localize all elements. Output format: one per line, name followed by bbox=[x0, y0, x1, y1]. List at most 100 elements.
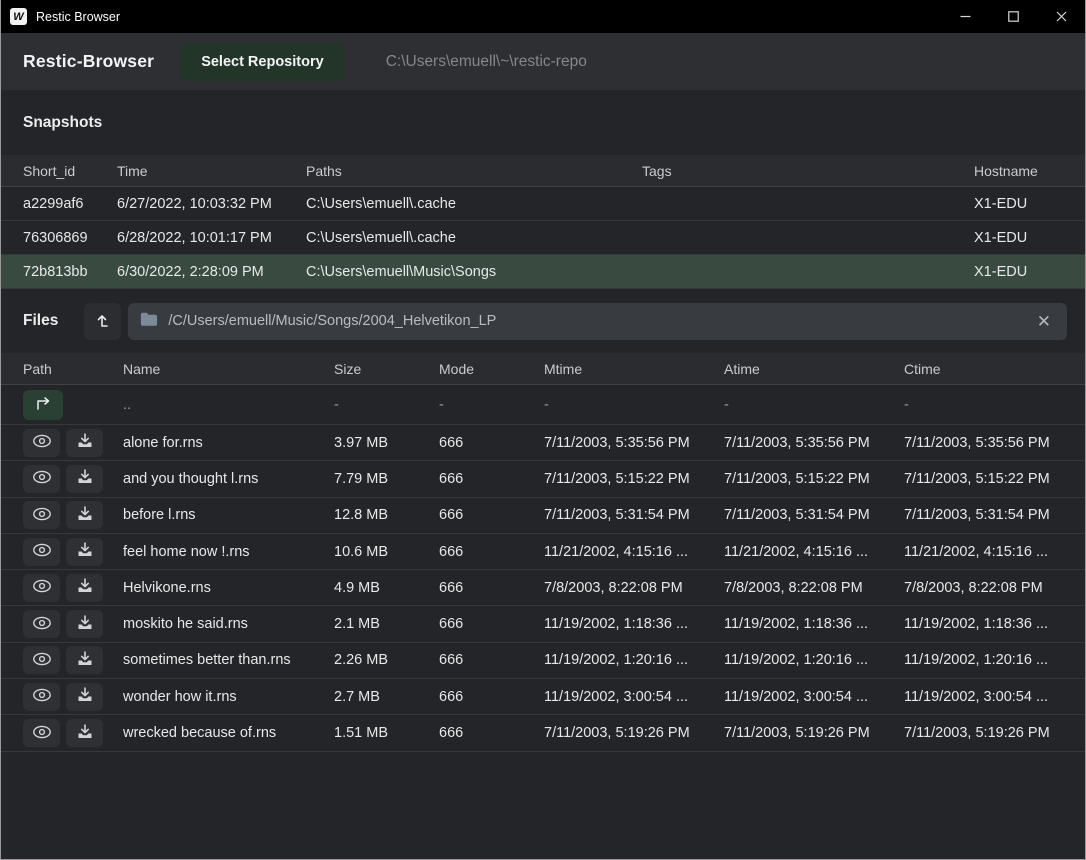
file-size: 10.6 MB bbox=[334, 543, 388, 560]
file-mtime: 7/8/2003, 8:22:08 PM bbox=[544, 579, 683, 596]
column-header-paths: Paths bbox=[306, 162, 342, 179]
file-row: and you thought l.rns 7.79 MB 666 7/11/2… bbox=[1, 461, 1085, 498]
maximize-button[interactable] bbox=[989, 0, 1037, 33]
file-row: wonder how it.rns 2.7 MB 666 11/19/2002,… bbox=[1, 679, 1085, 716]
column-header-mode: Mode bbox=[439, 360, 475, 377]
file-ctime: - bbox=[904, 396, 909, 413]
file-name: before l.rns bbox=[123, 507, 196, 524]
file-name: .. bbox=[123, 396, 132, 413]
file-row: feel home now !.rns 10.6 MB 666 11/21/20… bbox=[1, 534, 1085, 571]
download-file-button[interactable] bbox=[66, 464, 103, 493]
file-size: 2.1 MB bbox=[334, 616, 380, 633]
download-file-button[interactable] bbox=[66, 610, 103, 639]
current-path-field[interactable]: ✕ bbox=[128, 302, 1067, 340]
file-name: feel home now !.rns bbox=[123, 543, 250, 560]
preview-file-button[interactable] bbox=[23, 719, 60, 748]
file-row: before l.rns 12.8 MB 666 7/11/2003, 5:31… bbox=[1, 498, 1085, 534]
snapshot-row[interactable]: a2299af6 6/27/2022, 10:03:32 PM C:\Users… bbox=[1, 187, 1085, 221]
download-file-button[interactable] bbox=[66, 573, 103, 602]
file-mtime: 11/19/2002, 3:00:54 ... bbox=[544, 688, 689, 705]
file-row: moskito he said.rns 2.1 MB 666 11/19/200… bbox=[1, 606, 1085, 643]
preview-file-button[interactable] bbox=[23, 464, 60, 493]
file-mtime: 7/11/2003, 5:19:26 PM bbox=[544, 725, 690, 742]
up-arrow-icon bbox=[94, 311, 112, 332]
file-ctime: 11/19/2002, 1:20:16 ... bbox=[904, 652, 1049, 669]
eye-icon bbox=[32, 579, 52, 596]
file-mtime: 11/19/2002, 1:18:36 ... bbox=[544, 616, 689, 633]
column-header-short-id: Short_id bbox=[23, 162, 76, 179]
column-header-path: Path bbox=[23, 360, 52, 377]
file-atime: 7/11/2003, 5:15:22 PM bbox=[724, 470, 870, 487]
download-icon bbox=[77, 578, 93, 597]
column-header-tags: Tags bbox=[642, 162, 672, 179]
file-size: 7.79 MB bbox=[334, 470, 388, 487]
file-atime: - bbox=[724, 396, 729, 413]
preview-file-button[interactable] bbox=[23, 573, 60, 602]
preview-file-button[interactable] bbox=[23, 428, 60, 457]
column-header-name: Name bbox=[123, 360, 161, 377]
file-mode: 666 bbox=[439, 543, 464, 560]
file-ctime: 7/8/2003, 8:22:08 PM bbox=[904, 579, 1043, 596]
eye-icon bbox=[32, 688, 52, 705]
file-name: Helvikone.rns bbox=[123, 579, 211, 596]
file-mode: 666 bbox=[439, 652, 464, 669]
snapshot-hostname: X1-EDU bbox=[974, 263, 1028, 280]
file-mode: 666 bbox=[439, 470, 464, 487]
download-file-button[interactable] bbox=[66, 501, 103, 530]
titlebar: W Restic Browser bbox=[1, 0, 1085, 33]
download-icon bbox=[77, 433, 93, 452]
clear-path-icon[interactable]: ✕ bbox=[1036, 311, 1051, 331]
repository-header: Restic-Browser Select Repository C:\User… bbox=[1, 33, 1085, 90]
preview-file-button[interactable] bbox=[23, 646, 60, 675]
close-button[interactable] bbox=[1037, 0, 1085, 33]
folder-icon bbox=[140, 311, 158, 332]
file-mtime: 7/11/2003, 5:35:56 PM bbox=[544, 434, 690, 451]
snapshot-row[interactable]: 76306869 6/28/2022, 10:01:17 PM C:\Users… bbox=[1, 221, 1085, 255]
column-header-time: Time bbox=[117, 162, 148, 179]
path-input[interactable] bbox=[168, 313, 1023, 329]
snapshot-time: 6/28/2022, 10:01:17 PM bbox=[117, 229, 272, 246]
file-ctime: 7/11/2003, 5:35:56 PM bbox=[904, 434, 1050, 451]
download-icon bbox=[77, 505, 93, 525]
file-mtime: 11/21/2002, 4:15:16 ... bbox=[544, 543, 689, 560]
enter-parent-directory-button[interactable] bbox=[23, 389, 63, 420]
file-ctime: 11/19/2002, 3:00:54 ... bbox=[904, 688, 1049, 705]
file-ctime: 11/21/2002, 4:15:16 ... bbox=[904, 543, 1049, 560]
file-name: alone for.rns bbox=[123, 434, 203, 451]
app-icon: W bbox=[10, 8, 27, 25]
preview-file-button[interactable] bbox=[23, 501, 60, 530]
snapshot-short-id: 76306869 bbox=[23, 229, 88, 246]
file-mtime: - bbox=[544, 396, 549, 413]
minimize-button[interactable] bbox=[941, 0, 989, 33]
file-mode: 666 bbox=[439, 688, 464, 705]
file-atime: 11/19/2002, 1:20:16 ... bbox=[724, 652, 869, 669]
snapshots-section-title: Snapshots bbox=[23, 114, 103, 131]
preview-file-button[interactable] bbox=[23, 682, 60, 711]
download-icon bbox=[77, 687, 93, 706]
file-mtime: 11/19/2002, 1:20:16 ... bbox=[544, 652, 689, 669]
turn-up-right-arrow-icon bbox=[34, 395, 52, 414]
snapshot-hostname: X1-EDU bbox=[974, 195, 1028, 212]
download-file-button[interactable] bbox=[66, 719, 103, 748]
snapshot-short-id: a2299af6 bbox=[23, 195, 84, 212]
download-file-button[interactable] bbox=[66, 646, 103, 675]
preview-file-button[interactable] bbox=[23, 537, 60, 566]
file-mtime: 7/11/2003, 5:31:54 PM bbox=[544, 507, 690, 524]
download-file-button[interactable] bbox=[66, 682, 103, 711]
download-file-button[interactable] bbox=[66, 428, 103, 457]
go-up-directory-button[interactable] bbox=[84, 302, 122, 340]
snapshot-paths: C:\Users\emuell\Music\Songs bbox=[306, 263, 497, 280]
eye-icon bbox=[32, 434, 52, 451]
parent-directory-row: .. - - - - - bbox=[1, 385, 1085, 425]
snapshot-row-selected[interactable]: 72b813bb 6/30/2022, 2:28:09 PM C:\Users\… bbox=[1, 255, 1085, 289]
column-header-size: Size bbox=[334, 360, 362, 377]
download-file-button[interactable] bbox=[66, 537, 103, 566]
select-repository-button[interactable]: Select Repository bbox=[180, 42, 345, 81]
file-size: 4.9 MB bbox=[334, 579, 380, 596]
page-title: Restic-Browser bbox=[23, 51, 155, 71]
eye-icon bbox=[32, 725, 52, 742]
file-atime: 7/11/2003, 5:35:56 PM bbox=[724, 434, 870, 451]
file-atime: 7/11/2003, 5:19:26 PM bbox=[724, 725, 870, 742]
preview-file-button[interactable] bbox=[23, 610, 60, 639]
download-icon bbox=[77, 614, 93, 634]
